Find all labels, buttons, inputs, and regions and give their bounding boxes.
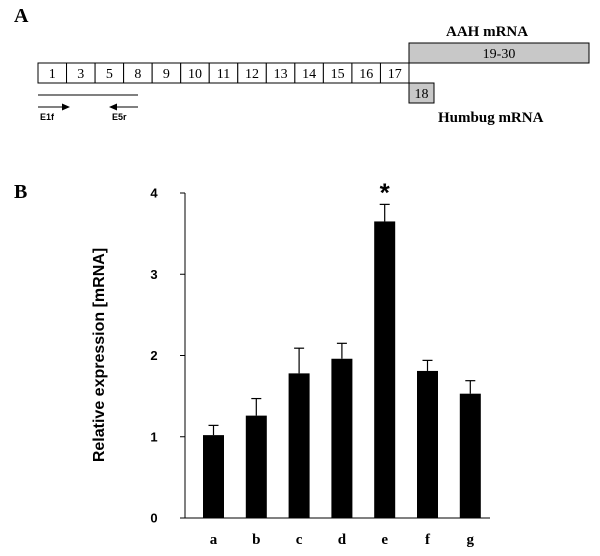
y-tick-label: 1 (150, 429, 157, 444)
bar-b (245, 415, 267, 518)
exon-label: 15 (331, 67, 345, 82)
exon-label: 9 (163, 67, 170, 82)
exon-label: 17 (388, 67, 402, 82)
bar-e (374, 221, 396, 518)
exon-label: 8 (134, 67, 141, 82)
exon-label: 16 (359, 67, 373, 82)
x-tick-label: e (381, 532, 388, 548)
x-tick-label: a (210, 532, 218, 548)
x-tick-label: c (296, 532, 303, 548)
y-tick-label: 2 (150, 348, 157, 363)
panel-b-letter: B (14, 181, 27, 203)
humbug-mrna-label: Humbug mRNA (438, 110, 544, 126)
bar-d (331, 358, 353, 518)
y-tick-label: 4 (150, 186, 158, 201)
main-exon-row: 1 3 5 8 9 10 11 12 13 14 15 16 17 (37, 62, 410, 84)
bar-chart: 0 1 2 3 4 Relative expression [mRNA] a b c d e f g * (91, 177, 490, 548)
humbug-exon-label: 18 (415, 87, 429, 102)
y-tick-label: 3 (150, 267, 157, 282)
exon-label: 14 (302, 67, 316, 82)
primer-reverse-label: E5r (112, 112, 127, 122)
exon-label: 3 (77, 67, 84, 82)
y-axis-label: Relative expression [mRNA] (91, 248, 108, 462)
aah-mrna-label: AAH mRNA (446, 24, 528, 40)
bar-c (288, 373, 310, 518)
x-tick-label: f (425, 532, 431, 548)
y-tick-label: 0 (150, 511, 157, 526)
aah-exon-label: 19-30 (483, 47, 516, 62)
exon-label: 5 (106, 67, 113, 82)
primer-reverse-arrowhead (109, 103, 117, 111)
exon-label: 1 (49, 67, 56, 82)
exon-box (379, 62, 410, 84)
x-tick-label: b (252, 532, 260, 548)
bar-a (203, 435, 224, 518)
aah-exon-box (408, 42, 590, 64)
humbug-exon-box (408, 82, 435, 104)
exon-label: 12 (245, 67, 259, 82)
significance-marker: * (380, 177, 391, 207)
primer-forward-arrowhead (62, 103, 70, 111)
x-tick-label: g (467, 532, 475, 548)
bar-f (417, 370, 438, 518)
primer-forward-label: E1f (40, 112, 55, 122)
x-tick-label: d (338, 532, 347, 548)
bar-g (459, 393, 481, 518)
exon-label: 11 (217, 67, 230, 82)
exon-label: 10 (188, 67, 202, 82)
panel-a-letter: A (14, 5, 29, 27)
exon-label: 13 (274, 67, 288, 82)
